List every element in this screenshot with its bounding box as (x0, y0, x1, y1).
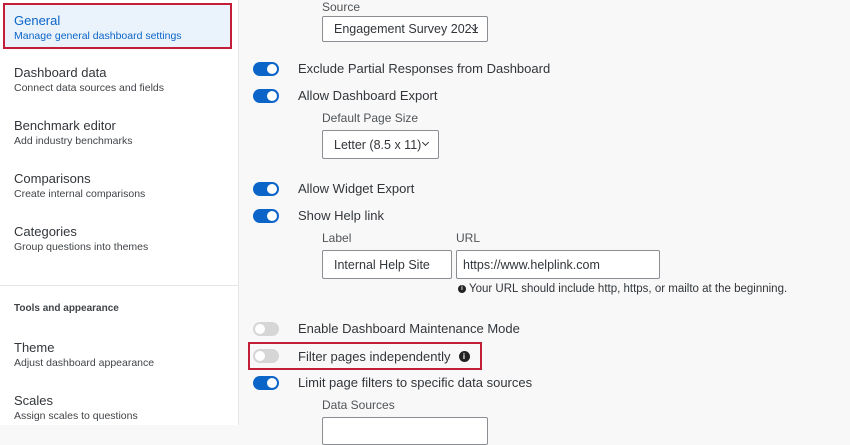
toggle-exclude-partial[interactable] (253, 62, 279, 76)
page-size-select[interactable]: Letter (8.5 x 11) (322, 130, 439, 159)
page-size-label: Default Page Size (322, 111, 419, 125)
sidebar-item-subtitle: Adjust dashboard appearance (14, 357, 155, 369)
toggle-widget-export[interactable] (253, 182, 279, 196)
sidebar-item-subtitle: Create internal comparisons (14, 188, 146, 200)
source-label: Source (322, 0, 361, 14)
sidebar-item-theme[interactable]: Theme Adjust dashboard appearance (0, 340, 238, 380)
highlight-box: Filter pages independently i (248, 342, 482, 370)
url-hint-text: Your URL should include http, https, or … (469, 283, 788, 295)
sidebar-item-categories[interactable]: Categories Group questions into themes (0, 224, 238, 264)
help-label-label: Label (322, 231, 352, 245)
source-value: Engagement Survey 2021 (334, 22, 479, 36)
sidebar-item-dashboard-data[interactable]: Dashboard data Connect data sources and … (0, 65, 238, 105)
help-label-value: Internal Help Site (334, 257, 430, 272)
data-sources-select[interactable] (322, 417, 488, 445)
sidebar-item-subtitle: Add industry benchmarks (14, 135, 133, 147)
toggle-dashboard-export[interactable] (253, 89, 279, 103)
sidebar-item-scales[interactable]: Scales Assign scales to questions (0, 393, 238, 425)
chevron-down-icon (421, 138, 430, 147)
sidebar-item-comparisons[interactable]: Comparisons Create internal comparisons (0, 171, 238, 211)
sidebar-item-title: Theme (14, 340, 55, 355)
sidebar-item-benchmark-editor[interactable]: Benchmark editor Add industry benchmarks (0, 118, 238, 158)
sidebar-item-subtitle: Connect data sources and fields (14, 82, 165, 94)
sidebar-divider (0, 285, 238, 286)
sidebar-item-title: Benchmark editor (14, 118, 116, 133)
sidebar-item-subtitle: Group questions into themes (14, 241, 149, 253)
data-sources-label: Data Sources (322, 398, 395, 412)
toggle-label: Enable Dashboard Maintenance Mode (298, 321, 520, 336)
toggle-filter-pages-independently[interactable] (253, 349, 279, 363)
toggle-limit-page-filters[interactable] (253, 376, 279, 390)
sidebar-item-title: Scales (14, 393, 54, 408)
url-label: URL (456, 231, 481, 245)
sidebar-item-title: Comparisons (14, 171, 91, 186)
toggle-label: Allow Dashboard Export (298, 88, 438, 103)
info-icon[interactable]: i (458, 350, 470, 362)
toggle-label: Limit page filters to specific data sour… (298, 375, 533, 390)
toggle-maintenance-mode[interactable] (253, 322, 279, 336)
url-input[interactable]: https://www.helplink.com (456, 250, 660, 279)
toggle-label: Exclude Partial Responses from Dashboard (298, 61, 551, 76)
sidebar-item-general[interactable]: General Manage general dashboard setting… (3, 3, 232, 49)
sidebar-item-subtitle: Manage general dashboard settings (14, 30, 182, 42)
toggle-label: Show Help link (298, 208, 384, 223)
sidebar-item-title: Dashboard data (14, 65, 107, 80)
toggle-label: Filter pages independently (298, 348, 451, 364)
toggle-label: Allow Widget Export (298, 181, 415, 196)
help-label-input[interactable]: Internal Help Site (322, 250, 452, 279)
sidebar-item-title: General (14, 13, 61, 28)
sidebar: General Manage general dashboard setting… (0, 0, 239, 425)
info-icon: i (458, 284, 466, 293)
url-hint: i Your URL should include http, https, o… (458, 283, 787, 295)
sidebar-item-subtitle: Assign scales to questions (14, 410, 138, 422)
toggle-help-link[interactable] (253, 209, 279, 223)
source-select[interactable]: Engagement Survey 2021 (322, 16, 488, 42)
sidebar-section-title: Tools and appearance (14, 303, 119, 314)
page-size-value: Letter (8.5 x 11) (334, 137, 422, 152)
url-value: https://www.helplink.com (463, 257, 600, 272)
sidebar-item-title: Categories (14, 224, 77, 239)
